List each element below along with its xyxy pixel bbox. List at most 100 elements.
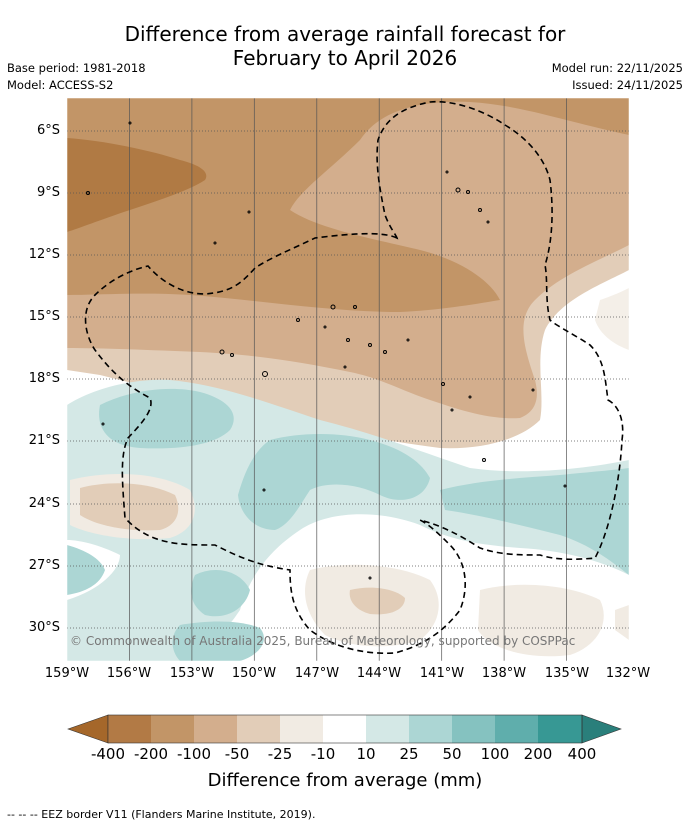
title-line-1: Difference from average rainfall forecas… bbox=[124, 22, 566, 46]
lon-label-132w: 132°W bbox=[605, 666, 651, 681]
lat-label-9s: 9°S bbox=[36, 185, 60, 200]
island bbox=[346, 338, 350, 342]
colorbar-label: -25 bbox=[267, 745, 293, 763]
lat-label-6s: 6°S bbox=[36, 123, 60, 138]
lat-label-21s: 21°S bbox=[28, 433, 60, 448]
island bbox=[213, 241, 217, 245]
island bbox=[455, 187, 461, 193]
island bbox=[486, 220, 490, 224]
lon-label-135w: 135°W bbox=[544, 666, 590, 681]
lon-label-147w: 147°W bbox=[294, 666, 340, 681]
zone-minus-25-south bbox=[349, 587, 405, 615]
colorbar-label: 400 bbox=[567, 745, 597, 763]
lat-label-27s: 27°S bbox=[28, 558, 60, 573]
islands bbox=[86, 121, 567, 580]
colorbar-swatch-2 bbox=[151, 715, 194, 743]
lon-label-144w: 144°W bbox=[356, 666, 402, 681]
map-frame bbox=[66, 97, 630, 662]
lon-label-141w: 141°W bbox=[419, 666, 465, 681]
island bbox=[450, 408, 454, 412]
island bbox=[466, 190, 470, 194]
lat-label-18s: 18°S bbox=[28, 371, 60, 386]
zone-minus-10-strip bbox=[595, 288, 629, 350]
island bbox=[383, 350, 387, 354]
zone-plus-25-sw bbox=[67, 545, 105, 595]
colorbar-swatch-7 bbox=[366, 715, 409, 743]
island bbox=[368, 576, 372, 580]
zone-plus-25-central bbox=[238, 434, 430, 530]
colorbar-swatch-8 bbox=[409, 715, 452, 743]
island bbox=[563, 484, 567, 488]
lon-label-159w: 159°W bbox=[44, 666, 90, 681]
colorbar-swatch-12 bbox=[581, 714, 622, 744]
colorbar-swatch-3 bbox=[194, 715, 237, 743]
island bbox=[323, 325, 327, 329]
island bbox=[219, 349, 225, 355]
meta-right: Model run: 22/11/2025 Issued: 24/11/2025 bbox=[552, 60, 683, 94]
island bbox=[468, 395, 472, 399]
zone-plus-25-east bbox=[440, 468, 629, 575]
island bbox=[128, 121, 132, 125]
island bbox=[343, 365, 347, 369]
zone-plus-25-south bbox=[172, 621, 264, 661]
meta-left: Base period: 1981-2018 Model: ACCESS-S2 bbox=[7, 60, 146, 94]
island bbox=[406, 338, 410, 342]
colorbar-swatch-4 bbox=[237, 715, 280, 743]
map-fill bbox=[67, 98, 629, 661]
model-run: Model run: 22/11/2025 bbox=[551, 61, 683, 75]
lon-label-138w: 138°W bbox=[481, 666, 527, 681]
colorbar-title: Difference from average (mm) bbox=[207, 770, 483, 791]
lat-label-15s: 15°S bbox=[28, 309, 60, 324]
model-name: Model: ACCESS-S2 bbox=[7, 78, 114, 92]
colorbar-label: -100 bbox=[176, 745, 212, 763]
lat-label-30s: 30°S bbox=[28, 620, 60, 635]
colorbar-label: 200 bbox=[523, 745, 553, 763]
island bbox=[247, 210, 251, 214]
island bbox=[482, 458, 486, 462]
island bbox=[531, 388, 535, 392]
zone-plus-25-mid bbox=[191, 570, 250, 617]
zone-plus-25-west bbox=[99, 388, 234, 449]
eez-border bbox=[84, 100, 624, 655]
island bbox=[478, 208, 482, 212]
island bbox=[330, 304, 336, 310]
lon-label-150w: 150°W bbox=[231, 666, 277, 681]
colorbar-label: 50 bbox=[442, 745, 462, 763]
lat-label-24s: 24°S bbox=[28, 496, 60, 511]
grid bbox=[129, 98, 567, 661]
lon-label-156w: 156°W bbox=[106, 666, 152, 681]
grid-lat bbox=[67, 130, 629, 629]
colorbar-label: 10 bbox=[356, 745, 376, 763]
island bbox=[86, 191, 90, 195]
colorbar-border bbox=[107, 714, 583, 744]
colorbar-label: 25 bbox=[399, 745, 419, 763]
colorbar-swatch-0 bbox=[67, 714, 109, 744]
eez-legend-footer: -- -- -- EEZ border V11 (Flanders Marine… bbox=[7, 808, 316, 821]
copyright-notice: © Commonwealth of Australia 2025, Bureau… bbox=[70, 634, 576, 648]
colorbar-label: -200 bbox=[133, 745, 169, 763]
issued-date: Issued: 24/11/2025 bbox=[572, 78, 683, 92]
island bbox=[101, 422, 105, 426]
island bbox=[353, 305, 357, 309]
colorbar-swatch-10 bbox=[495, 715, 538, 743]
island bbox=[445, 170, 449, 174]
island bbox=[262, 371, 268, 377]
island bbox=[368, 343, 372, 347]
island bbox=[230, 353, 234, 357]
zone-minus-25-sw-core bbox=[80, 483, 179, 531]
zone-minus-100 bbox=[67, 98, 629, 312]
colorbar-label: 100 bbox=[480, 745, 510, 763]
zone-minus-200 bbox=[67, 138, 207, 232]
lon-label-153w: 153°W bbox=[169, 666, 215, 681]
zone-minus-10-se bbox=[478, 584, 604, 657]
map-title: Difference from average rainfall forecas… bbox=[0, 22, 690, 70]
island bbox=[262, 488, 266, 492]
colorbar-swatch-11 bbox=[538, 715, 582, 743]
colorbar-swatch-1 bbox=[108, 715, 151, 743]
colorbar-label: -400 bbox=[90, 745, 126, 763]
colorbar-swatch-5 bbox=[280, 715, 323, 743]
colorbar bbox=[67, 714, 622, 744]
zone-minus-10-se-2 bbox=[615, 605, 629, 640]
colorbar-swatch-9 bbox=[452, 715, 495, 743]
